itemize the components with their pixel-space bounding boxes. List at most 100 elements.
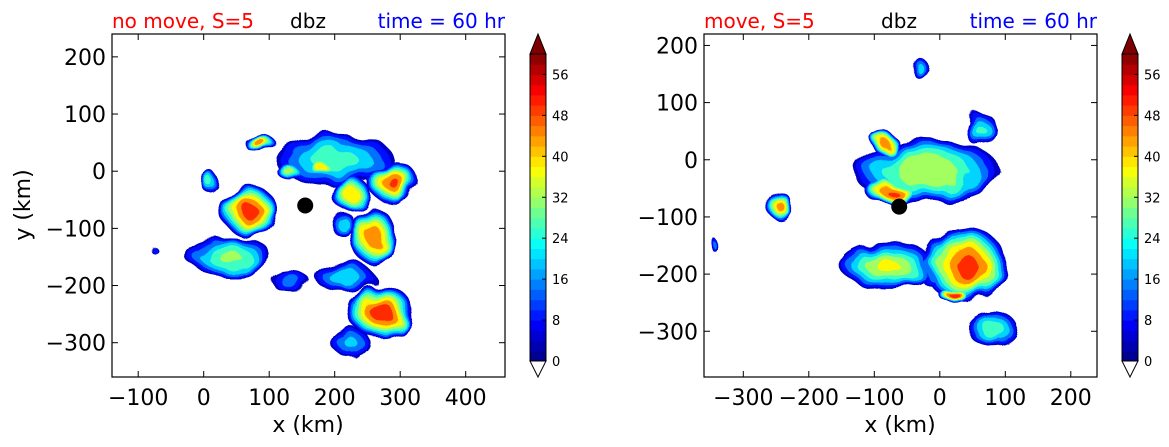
colorbar-segment — [1122, 350, 1138, 362]
colorbar-tick-label: 0 — [1144, 355, 1152, 370]
contour-level-36-cell-8 — [315, 165, 328, 172]
contour-level-30-cell-4 — [283, 167, 294, 175]
y-tick-label: 100 — [64, 103, 106, 128]
panel-a-colorbar: 0 8 16 24 32 40 48 56 — [529, 32, 569, 379]
panel-move: move, S=5 dbz time = 60 hr −300 −200 −100 0… — [638, 9, 1161, 438]
colorbar-tick-label: 32 — [552, 191, 569, 206]
contour-level-18-cell-6 — [915, 64, 925, 72]
colorbar-segment — [1122, 289, 1138, 301]
contour-level-12-cell-12 — [711, 241, 717, 248]
colorbar-extend-min — [529, 360, 547, 379]
colorbar-segment — [1122, 166, 1138, 178]
contour-level-48-cell-9 — [954, 254, 978, 277]
contour-level-30-cell-3 — [218, 252, 242, 262]
colorbar-tick-label: 40 — [1144, 150, 1161, 165]
colorbar-segment — [530, 135, 546, 147]
colorbar-segment — [530, 289, 546, 301]
colorbar-segment — [1122, 176, 1138, 188]
contour-level-48-cell-6 — [388, 178, 399, 187]
panel-a-center-marker — [297, 197, 314, 214]
colorbar-segment — [1122, 309, 1138, 321]
colorbar-tick-label: 48 — [552, 109, 569, 124]
colorbar-segment — [1122, 279, 1138, 290]
colorbar-segment — [530, 340, 546, 352]
colorbar-segment — [1122, 125, 1138, 137]
colorbar-segment — [1122, 115, 1138, 127]
colorbar-segment — [1122, 94, 1138, 106]
colorbar-tick-label: 24 — [1144, 232, 1161, 247]
y-tick-label: 0 — [684, 149, 698, 174]
panel-a-y-axis-label: y (km) — [11, 169, 36, 240]
contour-level-36-cell-8 — [876, 260, 899, 272]
colorbar-tick-label: 56 — [552, 68, 569, 83]
colorbar-segment — [530, 64, 546, 75]
colorbar-extend-max — [1121, 32, 1139, 55]
x-tick-label: 300 — [379, 386, 421, 411]
colorbar-segment — [1122, 248, 1138, 260]
colorbar-segment — [1122, 299, 1138, 311]
x-tick-label: 100 — [984, 386, 1026, 411]
colorbar-tick-label: 24 — [552, 232, 569, 247]
colorbar-segment — [530, 320, 546, 331]
colorbar-segment — [530, 258, 546, 270]
colorbar-segment — [530, 330, 546, 342]
panel-b-title-right: time = 60 hr — [970, 9, 1098, 33]
colorbar-segment — [1122, 135, 1138, 147]
colorbar-segment — [530, 146, 546, 157]
contour-level-42-cell-9 — [366, 226, 382, 248]
colorbar-segment — [1122, 197, 1138, 208]
colorbar-segment — [1122, 146, 1138, 157]
colorbar-tick-label: 8 — [552, 314, 560, 329]
y-tick-label: −100 — [46, 217, 106, 242]
panel-b-x-axis-label: x (km) — [864, 413, 935, 438]
colorbar-tick-label: 40 — [552, 150, 569, 165]
x-tick-label: 0 — [933, 386, 947, 411]
panel-a-x-ticks: −100 0 100 200 300 400 — [108, 34, 487, 411]
colorbar-segment — [530, 248, 546, 260]
x-tick-label: −100 — [108, 386, 168, 411]
contour-level-42-cell-1 — [879, 138, 889, 147]
colorbar-tick-label: 16 — [552, 273, 569, 288]
colorbar-segment — [530, 238, 546, 249]
colorbar-segment — [1122, 238, 1138, 249]
y-tick-label: 100 — [656, 92, 698, 117]
colorbar-segment — [1122, 187, 1138, 198]
colorbar-segment — [1122, 74, 1138, 86]
colorbar-segment — [1122, 330, 1138, 342]
y-tick-label: −300 — [46, 332, 106, 357]
y-tick-label: −100 — [638, 206, 698, 231]
contour-level-30-cell-3 — [932, 165, 961, 183]
contour-level-48-cell-11 — [369, 302, 392, 321]
contour-level-24-cell-2 — [206, 178, 214, 187]
colorbar-segment — [530, 350, 546, 362]
panel-b-center-marker — [891, 198, 908, 215]
colorbar-frame — [529, 53, 547, 362]
contour-level-48-cell-0 — [241, 203, 258, 219]
panel-b-colorbar: 0 8 16 24 32 40 48 56 — [1121, 32, 1161, 379]
colorbar-segment — [530, 166, 546, 178]
panel-b-y-ticks: 200 100 0 −100 −200 −300 — [638, 34, 1097, 345]
contour-level-18-cell-14 — [344, 337, 358, 348]
contour-level-24-cell-4 — [974, 123, 984, 134]
colorbar-segment — [1122, 217, 1138, 229]
y-tick-label: 200 — [64, 46, 106, 71]
panel-b-x-ticks: −300 −200 −100 0 100 200 — [713, 34, 1092, 411]
colorbar-segment — [530, 268, 546, 280]
colorbar-tick-label: 8 — [1144, 314, 1152, 329]
colorbar-tick-label: 32 — [1144, 191, 1161, 206]
colorbar-segment — [530, 187, 546, 198]
colorbar-segment — [1122, 340, 1138, 352]
colorbar-segment — [530, 54, 546, 65]
colorbar-tick-label: 16 — [1144, 273, 1161, 288]
y-tick-label: 0 — [92, 160, 106, 185]
colorbar-segment — [530, 156, 546, 168]
colorbar-segment — [1122, 84, 1138, 96]
x-tick-label: 100 — [248, 386, 290, 411]
y-tick-label: −200 — [638, 263, 698, 288]
panel-a-title-left: no move, S=5 — [112, 9, 254, 33]
panel-a-contour-field — [150, 132, 420, 357]
contour-level-42-cell-7 — [775, 201, 783, 210]
colorbar-segment — [1122, 64, 1138, 75]
colorbar-segment — [530, 74, 546, 86]
